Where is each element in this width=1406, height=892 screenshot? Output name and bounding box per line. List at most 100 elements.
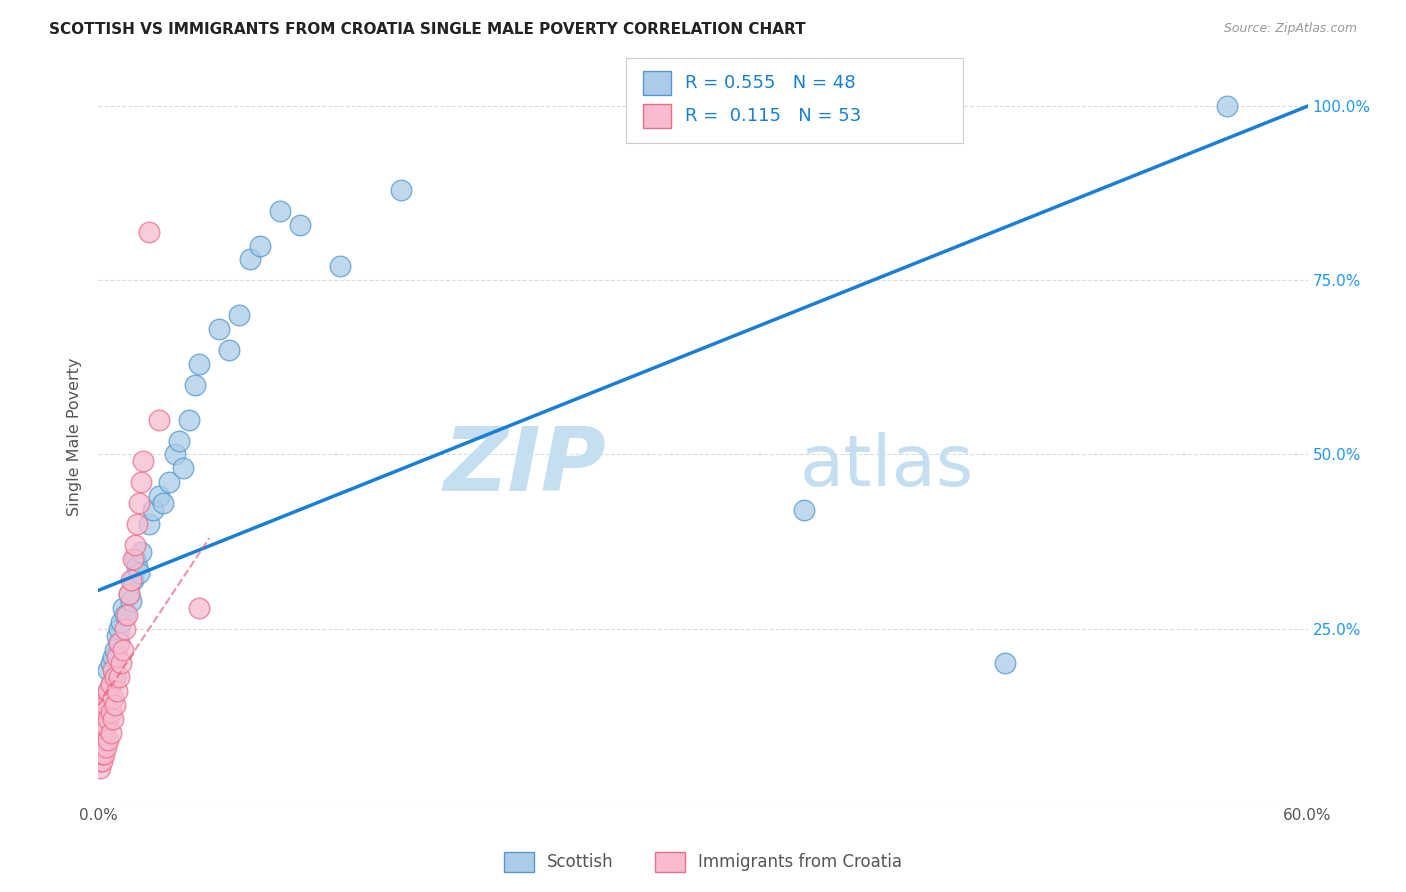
- Point: [163, 448, 186, 462]
- Point: [107, 670, 129, 684]
- Point: [100, 705, 122, 719]
- Text: Source: ZipAtlas.com: Source: ZipAtlas.com: [1223, 22, 1357, 36]
- Point: [91, 712, 114, 726]
- Point: [208, 322, 231, 336]
- Point: [97, 712, 120, 726]
- Point: [129, 475, 152, 490]
- Point: [157, 475, 180, 490]
- Point: [103, 642, 125, 657]
- Text: SCOTTISH VS IMMIGRANTS FROM CROATIA SINGLE MALE POVERTY CORRELATION CHART: SCOTTISH VS IMMIGRANTS FROM CROATIA SING…: [49, 22, 806, 37]
- Point: [115, 607, 138, 622]
- Point: [93, 733, 115, 747]
- Point: [228, 308, 250, 322]
- Point: [97, 684, 120, 698]
- Point: [101, 712, 124, 726]
- Point: [114, 607, 136, 622]
- Point: [148, 412, 170, 426]
- Point: [105, 629, 128, 643]
- Point: [110, 657, 132, 671]
- Point: [89, 747, 111, 761]
- Point: [89, 726, 111, 740]
- Point: [121, 552, 143, 566]
- Point: [1216, 99, 1239, 113]
- Point: [101, 664, 124, 678]
- Point: [91, 712, 114, 726]
- Y-axis label: Single Male Poverty: Single Male Poverty: [67, 358, 83, 516]
- Point: [107, 635, 129, 649]
- Point: [93, 691, 115, 706]
- Point: [188, 600, 211, 615]
- Point: [111, 642, 134, 657]
- Point: [118, 587, 141, 601]
- Point: [89, 726, 111, 740]
- Point: [125, 558, 148, 573]
- Point: [121, 573, 143, 587]
- Point: [389, 183, 412, 197]
- Point: [118, 587, 141, 601]
- Point: [128, 496, 150, 510]
- Point: [101, 649, 124, 664]
- Point: [179, 412, 201, 426]
- Point: [96, 698, 118, 713]
- Point: [129, 545, 152, 559]
- Point: [107, 635, 129, 649]
- Point: [96, 698, 118, 713]
- Point: [89, 733, 111, 747]
- Point: [218, 343, 240, 357]
- Point: [114, 622, 136, 636]
- Point: [188, 357, 211, 371]
- Point: [89, 712, 111, 726]
- Point: [91, 754, 114, 768]
- Point: [269, 203, 291, 218]
- Point: [107, 622, 129, 636]
- Point: [97, 684, 120, 698]
- Point: [89, 740, 111, 755]
- Point: [128, 566, 150, 580]
- Point: [91, 698, 114, 713]
- Point: [138, 225, 160, 239]
- Point: [111, 600, 134, 615]
- Point: [100, 726, 122, 740]
- Point: [105, 649, 128, 664]
- Point: [103, 670, 125, 684]
- Point: [93, 691, 115, 706]
- Point: [100, 657, 122, 671]
- Point: [96, 740, 118, 755]
- Point: [89, 719, 111, 733]
- Text: atlas: atlas: [800, 432, 974, 500]
- Point: [93, 705, 115, 719]
- Point: [184, 377, 207, 392]
- Point: [148, 489, 170, 503]
- Legend: Scottish, Immigrants from Croatia: Scottish, Immigrants from Croatia: [496, 845, 910, 879]
- Point: [124, 538, 146, 552]
- Point: [329, 260, 352, 274]
- Point: [142, 503, 165, 517]
- Point: [138, 517, 160, 532]
- Point: [89, 705, 111, 719]
- Point: [97, 733, 120, 747]
- Point: [105, 684, 128, 698]
- Point: [89, 754, 111, 768]
- Point: [89, 761, 111, 775]
- Point: [124, 552, 146, 566]
- Point: [793, 503, 815, 517]
- Point: [172, 461, 194, 475]
- Point: [96, 719, 118, 733]
- Point: [239, 252, 262, 267]
- Point: [103, 698, 125, 713]
- Point: [167, 434, 190, 448]
- Text: R =  0.115   N = 53: R = 0.115 N = 53: [685, 107, 860, 125]
- Point: [97, 664, 120, 678]
- Point: [120, 573, 142, 587]
- Text: R = 0.555   N = 48: R = 0.555 N = 48: [685, 74, 855, 92]
- Text: ZIP: ZIP: [443, 423, 606, 510]
- Point: [994, 657, 1017, 671]
- Point: [110, 615, 132, 629]
- Point: [93, 705, 115, 719]
- Point: [125, 517, 148, 532]
- Point: [249, 238, 271, 252]
- Point: [152, 496, 174, 510]
- Point: [91, 726, 114, 740]
- Point: [93, 747, 115, 761]
- Point: [103, 670, 125, 684]
